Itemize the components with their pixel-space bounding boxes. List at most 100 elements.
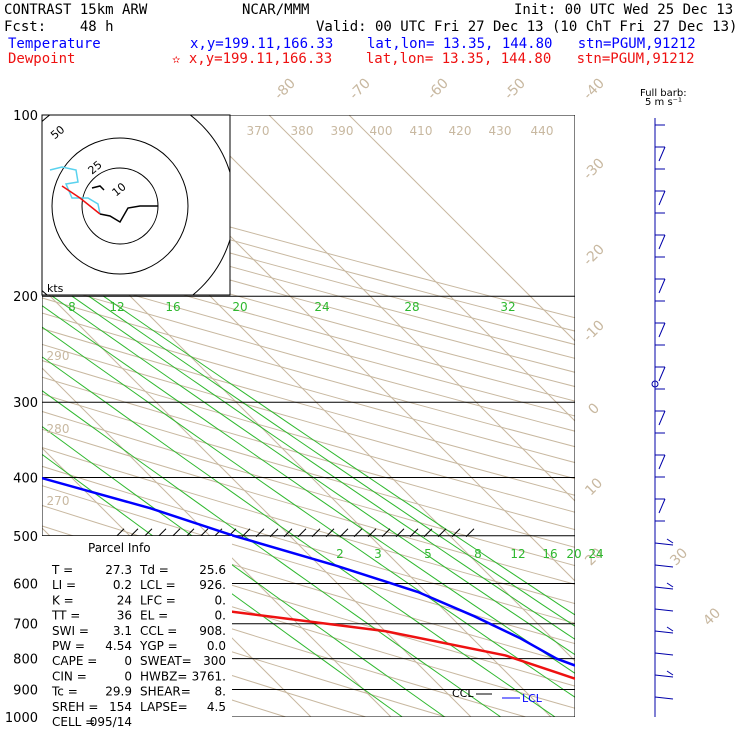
hatch-mark — [367, 528, 377, 538]
hatch-mark — [143, 528, 153, 538]
hodograph-ring-25 — [51, 137, 189, 275]
pressure-label: 500 — [13, 530, 38, 545]
dry-adiabat — [42, 239, 575, 388]
dewpoint-profile — [42, 588, 575, 680]
mixing-ratio-label-bottom: 3 — [374, 547, 382, 561]
hatch-mark — [157, 528, 167, 538]
temperature-profile — [42, 476, 575, 667]
mixing-ratio-label-top: 16 — [165, 300, 180, 314]
parcel-row-label: SREH = — [52, 700, 98, 714]
parcel-row-label: CIN = — [52, 669, 87, 683]
parcel-row-label2: YGP = — [139, 639, 178, 653]
wind-barb — [654, 630, 674, 634]
hatch-mark — [395, 528, 405, 538]
mixing-ratio-label-bottom: 8 — [474, 547, 482, 561]
dry-adiabat — [42, 485, 575, 645]
parcel-row-value2: 0.0 — [207, 639, 226, 653]
wind-barb — [654, 674, 674, 678]
parcel-row-label2: Td = — [139, 563, 169, 577]
wind-barb-flag — [658, 278, 666, 294]
wind-barb — [654, 696, 674, 700]
parcel-info-title: Parcel Info — [88, 541, 151, 555]
hatch-mark — [465, 528, 475, 538]
wind-barb-flag — [658, 190, 666, 206]
parcel-row-value: 24 — [117, 593, 132, 607]
hatch-mark — [269, 528, 279, 538]
dry-adiabat — [42, 312, 575, 464]
theta-label: 410 — [410, 124, 433, 138]
parcel-row-label: LI = — [52, 578, 76, 592]
hodograph-units: kts — [47, 282, 64, 295]
hatch-mark — [409, 528, 419, 538]
parcel-row-label: PW = — [52, 639, 85, 653]
lcl-label: LCL — [522, 692, 543, 705]
hodograph: 50 25 10 kts — [41, 114, 231, 296]
wind-barb-flag — [658, 146, 666, 162]
theta-label: 390 — [331, 124, 354, 138]
parcel-row-label: Tc = — [51, 685, 78, 699]
dry-adiabat — [42, 410, 575, 567]
pressure-label: 700 — [13, 618, 38, 633]
parcel-row-value2: 3761. — [192, 669, 226, 683]
wind-barb-flag — [658, 498, 666, 514]
hatch-mark — [115, 528, 125, 538]
dry-adiabat — [42, 212, 575, 359]
isotherm-label: -50 — [501, 75, 528, 102]
hatch-mark — [353, 528, 363, 538]
dry-adiabat — [42, 226, 575, 373]
wind-barb-flag — [658, 322, 666, 338]
hodograph-trace-lower — [99, 205, 158, 224]
theta-label: 370 — [247, 124, 270, 138]
hatch-mark — [437, 528, 447, 538]
isotherm-label: -20 — [580, 241, 607, 268]
valid-time: Valid: 00 UTC Fri 27 Dec 13 (10 ChT Fri … — [316, 19, 738, 35]
isotherm-label: -60 — [424, 75, 451, 102]
barb-legend-title: Full barb: — [640, 88, 687, 99]
pressure-label: 400 — [13, 471, 38, 486]
pressure-label: 1000 — [5, 711, 38, 726]
theta-label: 440 — [531, 124, 554, 138]
isotherm-label: -10 — [580, 317, 607, 344]
parcel-row-value2: 926. — [199, 578, 226, 592]
hatch-mark — [451, 528, 461, 538]
mixing-ratio-label-top: 20 — [232, 300, 247, 314]
model-title: CONTRAST 15km ARW — [4, 2, 148, 18]
mixing-ratio-label-bottom: 20 — [566, 547, 581, 561]
mixing-ratio-label-bottom: 2 — [336, 547, 344, 561]
wind-barb-flag — [666, 626, 674, 632]
parcel-row-value: 27.3 — [105, 563, 132, 577]
temperature-location: x,y=199.11,166.33 lat,lon= 13.35, 144.80… — [190, 36, 696, 52]
hatch-mark — [171, 528, 181, 538]
dry-adiabat — [42, 297, 575, 448]
pressure-label: 200 — [13, 290, 38, 305]
parcel-row-value: 4.54 — [105, 639, 132, 653]
mixing-ratio-label-top: 8 — [68, 300, 76, 314]
parcel-row-label: K = — [52, 593, 74, 607]
hodograph-trace-mid — [91, 185, 105, 191]
hodograph-trace-upper — [49, 166, 101, 215]
parcel-row-value: 0 — [124, 654, 132, 668]
mixing-ratio-label-top: 12 — [109, 300, 124, 314]
dry-adiabat — [42, 568, 526, 717]
isotherm-label: 0 — [585, 400, 603, 418]
wind-barb-flag — [658, 234, 666, 250]
isotherm-line — [188, 115, 575, 502]
parcel-row-label2: SWEAT= — [140, 654, 192, 668]
wind-barb-flag — [666, 670, 674, 676]
wind-barb — [654, 586, 674, 590]
init-time: Init: 00 UTC Wed 25 Dec 13 — [514, 2, 734, 18]
wind-barb-flag — [658, 410, 666, 426]
mixing-ratio-label-bottom: 16 — [542, 547, 557, 561]
isotherm-line — [42, 287, 472, 717]
theta-label: 280 — [47, 422, 70, 436]
parcel-row-label: T = — [51, 563, 73, 577]
wind-barb — [654, 564, 674, 568]
parcel-row-label2: EL = — [140, 609, 168, 623]
hatch-mark — [255, 528, 265, 538]
parcel-row-label: SWI = — [52, 624, 89, 638]
hatch-mark — [339, 528, 349, 538]
mixing-ratio-label-top: 24 — [314, 300, 329, 314]
center-title: NCAR/MMM — [242, 2, 310, 18]
wind-barb — [654, 542, 674, 546]
parcel-row-value: 095/14 — [90, 715, 132, 729]
